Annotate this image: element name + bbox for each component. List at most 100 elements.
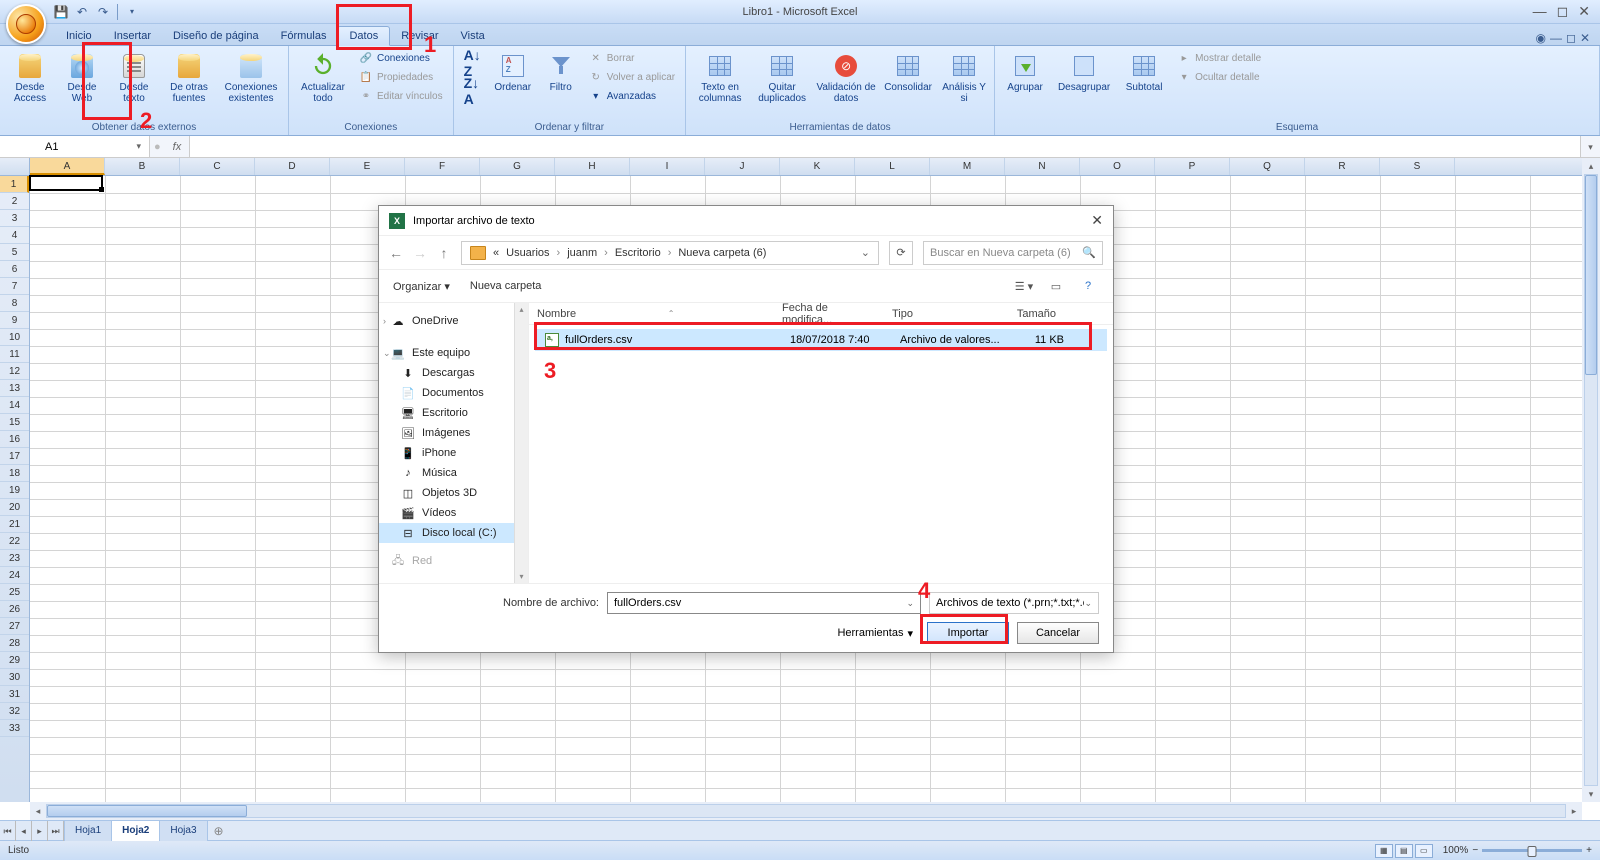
filter-button[interactable]: Filtro: [541, 49, 581, 93]
close-button[interactable]: ✕: [1578, 3, 1590, 20]
last-sheet-icon[interactable]: ⏭: [48, 821, 64, 841]
save-icon[interactable]: 💾: [52, 3, 70, 21]
fx-icon[interactable]: fx: [165, 141, 190, 153]
group-button[interactable]: Agrupar: [1001, 49, 1049, 93]
redo-icon[interactable]: ↷: [94, 3, 112, 21]
subtotal-button[interactable]: Subtotal: [1119, 49, 1169, 93]
cell-grid[interactable]: [30, 176, 1582, 802]
show-detail-button[interactable]: ▸Mostrar detalle: [1173, 49, 1265, 67]
horizontal-scrollbar[interactable]: ◂ ▸: [30, 802, 1582, 820]
qat-customize-icon[interactable]: ▾: [123, 3, 141, 21]
from-other-label: De otras fuentes: [162, 82, 216, 104]
scroll-thumb-h[interactable]: [47, 805, 247, 817]
view-normal-icon[interactable]: ▦: [1375, 844, 1393, 858]
restore-ribbon-icon[interactable]: ◻: [1566, 31, 1576, 45]
prev-sheet-icon[interactable]: ◂: [16, 821, 32, 841]
sort-button[interactable]: AZ Ordenar: [489, 49, 537, 93]
scroll-down-icon[interactable]: ▾: [1582, 786, 1600, 802]
scroll-left-icon[interactable]: ◂: [30, 806, 46, 817]
tab-formulas[interactable]: Fórmulas: [270, 27, 338, 45]
vertical-scrollbar[interactable]: ▴ ▾: [1582, 158, 1600, 802]
scroll-up-icon[interactable]: ▴: [1582, 158, 1600, 174]
consolidate-button[interactable]: Consolidar: [880, 49, 936, 93]
group-connections-label: Conexiones: [295, 121, 447, 135]
clear-filter-button[interactable]: ✕Borrar: [585, 49, 679, 67]
from-text-button[interactable]: Desde texto: [110, 49, 158, 104]
group-outline: Agrupar Desagrupar Subtotal ▸Mostrar det…: [995, 46, 1600, 135]
maximize-button[interactable]: ◻: [1557, 3, 1569, 20]
ribbon-tabs: Inicio Insertar Diseño de página Fórmula…: [0, 24, 1600, 46]
sheet-tab-hoja1[interactable]: Hoja1: [65, 821, 112, 841]
connections-button[interactable]: 🔗Conexiones: [355, 49, 447, 67]
tab-datos[interactable]: Datos: [337, 26, 390, 46]
from-web-button[interactable]: Desde Web: [58, 49, 106, 104]
view-layout-icon[interactable]: ▤: [1395, 844, 1413, 858]
minimize-button[interactable]: —: [1533, 3, 1547, 20]
refresh-all-label: Actualizar todo: [295, 82, 351, 104]
zoom-in-icon[interactable]: +: [1586, 845, 1592, 856]
separator: [117, 4, 118, 20]
group-data-tools: Texto en columnas Quitar duplicados ⊘ Va…: [686, 46, 995, 135]
properties-button[interactable]: 📋Propiedades: [355, 68, 447, 86]
status-bar: Listo ▦ ▤ ▭ 100% − +: [0, 840, 1600, 860]
office-button[interactable]: [6, 4, 46, 44]
whatif-button[interactable]: Análisis Y si: [940, 49, 988, 104]
remove-duplicates-button[interactable]: Quitar duplicados: [752, 49, 812, 104]
ribbon: Desde Access Desde Web Desde texto De ot…: [0, 46, 1600, 136]
advanced-button[interactable]: ▾Avanzadas: [585, 87, 679, 105]
refresh-all-button[interactable]: Actualizar todo: [295, 49, 351, 104]
validation-label: Validación de datos: [816, 82, 876, 104]
group-outline-label: Esquema: [1001, 121, 1593, 135]
cancel-formula-icon[interactable]: ●: [150, 141, 165, 153]
new-sheet-icon[interactable]: ⊕: [208, 824, 230, 838]
zoom-label: 100%: [1443, 845, 1469, 856]
first-sheet-icon[interactable]: ⏮: [0, 821, 16, 841]
sheet-tab-hoja2[interactable]: Hoja2: [112, 820, 160, 841]
name-box[interactable]: A1: [0, 136, 150, 157]
sheet-tab-hoja3[interactable]: Hoja3: [160, 821, 207, 841]
tab-revisar[interactable]: Revisar: [390, 27, 449, 45]
sort-asc-button[interactable]: A↓Z: [460, 49, 485, 77]
group-btn-label: Agrupar: [1007, 82, 1043, 93]
expand-formula-bar-icon[interactable]: ▾: [1580, 136, 1600, 157]
hide-detail-button[interactable]: ▾Ocultar detalle: [1173, 68, 1265, 86]
select-all-cells[interactable]: [0, 158, 30, 176]
data-validation-button[interactable]: ⊘ Validación de datos: [816, 49, 876, 104]
from-access-button[interactable]: Desde Access: [6, 49, 54, 104]
worksheet-area: ABCDEFGHIJKLMNOPQRS 12345678910111213141…: [0, 158, 1600, 820]
group-connections: Actualizar todo 🔗Conexiones 📋Propiedades…: [289, 46, 454, 135]
column-headers[interactable]: ABCDEFGHIJKLMNOPQRS: [30, 158, 1582, 176]
text-to-columns-button[interactable]: Texto en columnas: [692, 49, 748, 104]
tab-insertar[interactable]: Insertar: [103, 27, 162, 45]
scroll-right-icon[interactable]: ▸: [1566, 806, 1582, 817]
row-headers[interactable]: 1234567891011121314151617181920212223242…: [0, 176, 30, 802]
edit-links-button[interactable]: ⚭Editar vínculos: [355, 87, 447, 105]
sort-desc-button[interactable]: Z↓A: [460, 77, 485, 105]
view-pagebreak-icon[interactable]: ▭: [1415, 844, 1433, 858]
tab-vista[interactable]: Vista: [450, 27, 496, 45]
group-sort-filter-label: Ordenar y filtrar: [460, 121, 680, 135]
tab-inicio[interactable]: Inicio: [55, 27, 103, 45]
title-bar: 💾 ↶ ↷ ▾ Libro1 - Microsoft Excel — ◻ ✕: [0, 0, 1600, 24]
from-text-label: Desde texto: [110, 82, 158, 104]
zoom-out-icon[interactable]: −: [1472, 845, 1478, 856]
from-other-button[interactable]: De otras fuentes: [162, 49, 216, 104]
zoom-slider[interactable]: [1482, 849, 1582, 852]
from-access-label: Desde Access: [6, 82, 54, 104]
active-cell[interactable]: [29, 175, 103, 191]
subtotal-label: Subtotal: [1126, 82, 1163, 93]
undo-icon[interactable]: ↶: [73, 3, 91, 21]
ungroup-button[interactable]: Desagrupar: [1053, 49, 1115, 93]
min-ribbon-icon[interactable]: —: [1550, 31, 1562, 45]
existing-conn-button[interactable]: Conexiones existentes: [220, 49, 282, 104]
reapply-button[interactable]: ↻Volver a aplicar: [585, 68, 679, 86]
next-sheet-icon[interactable]: ▸: [32, 821, 48, 841]
text-to-columns-label: Texto en columnas: [692, 82, 748, 104]
tab-diseno[interactable]: Diseño de página: [162, 27, 270, 45]
close-doc-icon[interactable]: ✕: [1580, 31, 1590, 45]
status-ready: Listo: [8, 845, 29, 856]
scroll-thumb-v[interactable]: [1585, 175, 1597, 375]
remove-duplicates-label: Quitar duplicados: [752, 82, 812, 104]
help-icon[interactable]: ◉: [1535, 31, 1545, 45]
formula-input[interactable]: [189, 136, 1580, 157]
